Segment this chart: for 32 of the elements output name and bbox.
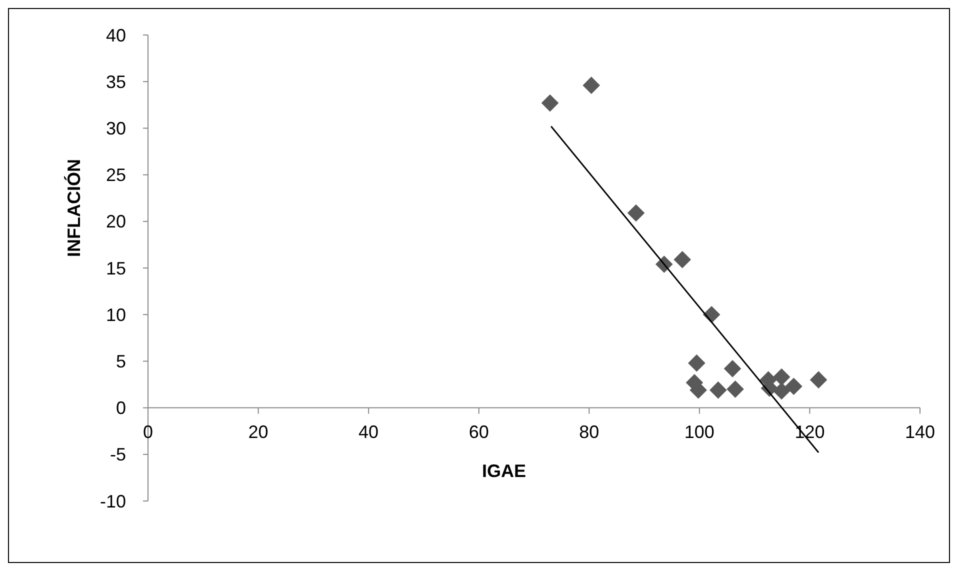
y-axis-title: INFLACIÓN [64,159,84,257]
point [726,380,744,398]
y-tick-label: 40 [106,25,126,46]
y-tick-label: 10 [106,304,126,325]
x-tick-label: 80 [579,422,600,442]
point [785,378,802,396]
y-tick-label: 30 [106,118,126,138]
x-tick-label: 60 [468,422,489,442]
x-tick-label: 0 [142,422,154,442]
y-tick-label: 25 [106,165,126,186]
point [710,381,727,399]
y-tick-label: 20 [106,212,126,232]
point [688,354,706,372]
point [810,371,828,388]
point [627,204,645,222]
y-tick-label: 15 [106,258,126,278]
point [724,360,742,378]
x-tick-label: 20 [248,422,268,442]
x-tick-label: 100 [684,422,714,442]
x-tick-label: 140 [904,422,936,442]
point [582,76,600,94]
x-axis-title: IGAE [482,461,526,481]
y-tick-label: -10 [100,491,126,512]
x-tick-label: 40 [358,422,379,442]
point [674,250,691,268]
y-tick-label: 0 [116,398,126,418]
point [541,94,559,112]
y-tick-label: 35 [106,72,126,92]
point [772,382,790,400]
y-tick-label: 5 [116,352,126,372]
y-tick-label: -5 [110,444,126,465]
point [772,368,790,386]
